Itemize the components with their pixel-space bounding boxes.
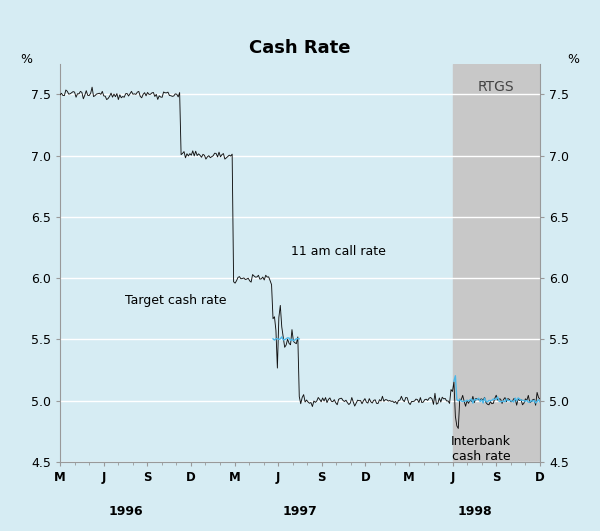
Text: Target cash rate: Target cash rate [125,294,227,307]
Text: Interbank
cash rate: Interbank cash rate [451,435,511,463]
Text: 1998: 1998 [457,505,492,518]
Y-axis label: %: % [20,53,32,66]
Bar [453,64,540,462]
Text: 1996: 1996 [108,505,143,518]
Text: 1997: 1997 [283,505,317,518]
Y-axis label: %: % [568,53,580,66]
Text: RTGS: RTGS [478,80,515,93]
Text: 11 am call rate: 11 am call rate [291,245,386,258]
Title: Cash Rate: Cash Rate [249,39,351,57]
